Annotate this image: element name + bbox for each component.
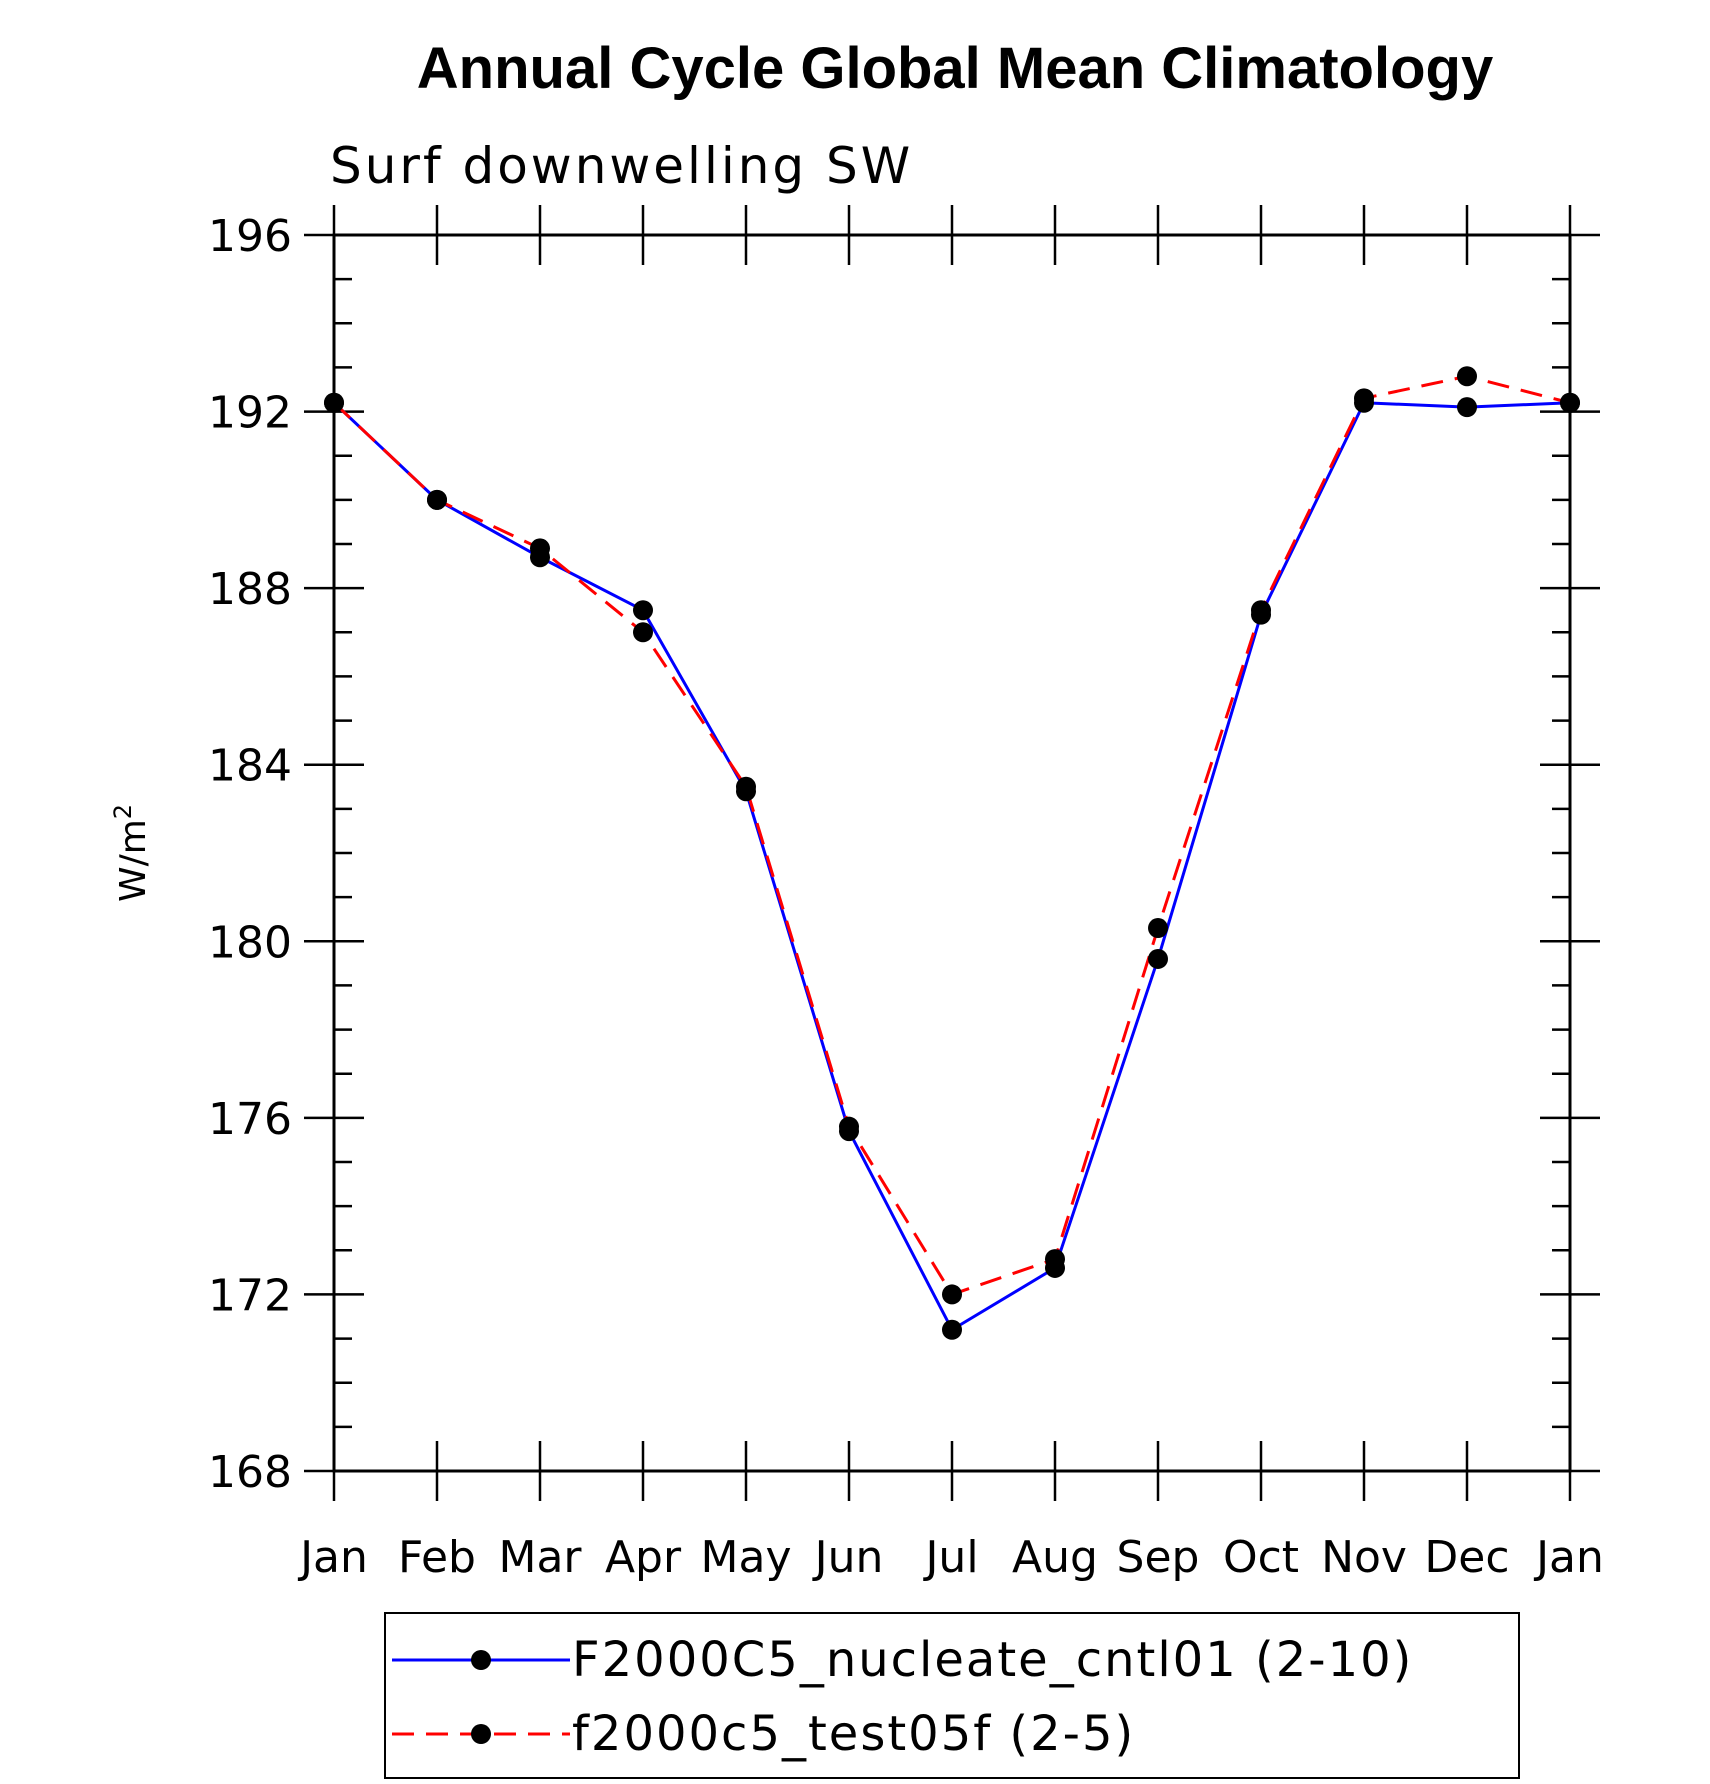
y-tick-label: 172 bbox=[208, 1270, 292, 1321]
legend-box bbox=[384, 1612, 1520, 1779]
y-axis-label: W/m2 bbox=[109, 804, 154, 902]
series-2-point bbox=[1354, 388, 1374, 409]
series-2-point bbox=[1148, 918, 1168, 939]
series-1-point bbox=[633, 600, 653, 621]
x-tick-label: Sep bbox=[1117, 1532, 1200, 1583]
x-tick-labels: Jan Feb Mar Apr May Jun Jul Aug Sep Oct Nov Dec Jan bbox=[297, 1532, 1604, 1583]
y-tick-label: 176 bbox=[208, 1094, 292, 1145]
x-tick-label: May bbox=[701, 1532, 792, 1583]
x-tick-label: Feb bbox=[398, 1532, 476, 1583]
x-tick-label: Jun bbox=[812, 1532, 884, 1583]
x-tick-label: Oct bbox=[1223, 1532, 1299, 1583]
series-2-point bbox=[839, 1116, 859, 1137]
legend-marker-series-2 bbox=[471, 1724, 491, 1744]
series-2-point bbox=[736, 776, 756, 797]
series-2-point bbox=[324, 392, 344, 413]
x-tick-label: Dec bbox=[1424, 1532, 1509, 1583]
series-2-point bbox=[1457, 366, 1477, 387]
x-tick-label: Jan bbox=[1533, 1532, 1604, 1583]
y-tick-label: 184 bbox=[208, 741, 292, 792]
x-tick-label: Aug bbox=[1012, 1532, 1098, 1583]
legend-label-series-1: F2000C5_nucleate_cntl01 (2-10) bbox=[572, 1632, 1413, 1688]
series-layer bbox=[324, 366, 1580, 1340]
x-tick-label: Nov bbox=[1321, 1532, 1407, 1583]
chart-title: Annual Cycle Global Mean Climatology bbox=[417, 36, 1493, 101]
x-tick-label: Apr bbox=[605, 1532, 682, 1583]
series-2-point bbox=[942, 1284, 962, 1305]
chart-subtitle: Surf downwelling SW bbox=[330, 137, 913, 195]
y-tick-label: 168 bbox=[208, 1447, 292, 1498]
series-1-point bbox=[942, 1319, 962, 1340]
series-2-line bbox=[332, 374, 1571, 1296]
series-2-point bbox=[1251, 600, 1271, 621]
legend: F2000C5_nucleate_cntl01 (2-10) f2000c5_t… bbox=[384, 1612, 1520, 1779]
series-2-point bbox=[633, 622, 653, 643]
y-tick-labels: 168 172 176 180 184 188 192 196 bbox=[208, 211, 292, 1498]
series-2-point bbox=[1560, 392, 1580, 413]
x-tick-label: Mar bbox=[498, 1532, 582, 1583]
series-1-point bbox=[1457, 397, 1477, 418]
y-tick-label: 196 bbox=[208, 211, 292, 262]
x-tick-label: Jul bbox=[922, 1532, 978, 1583]
y-tick-label: 180 bbox=[208, 917, 292, 968]
series-1-line bbox=[332, 401, 1571, 1332]
series-2-point bbox=[427, 489, 447, 510]
series-1-point bbox=[1148, 948, 1168, 969]
y-tick-label: 188 bbox=[208, 564, 292, 615]
x-tick-label: Jan bbox=[297, 1532, 368, 1583]
series-2-point bbox=[530, 538, 550, 559]
legend-label-series-2: f2000c5_test05f (2-5) bbox=[572, 1706, 1135, 1762]
axis-ticks bbox=[304, 205, 1600, 1501]
y-tick-label: 192 bbox=[208, 388, 292, 439]
legend-marker-series-1 bbox=[471, 1650, 491, 1670]
series-2-point bbox=[1045, 1249, 1065, 1270]
